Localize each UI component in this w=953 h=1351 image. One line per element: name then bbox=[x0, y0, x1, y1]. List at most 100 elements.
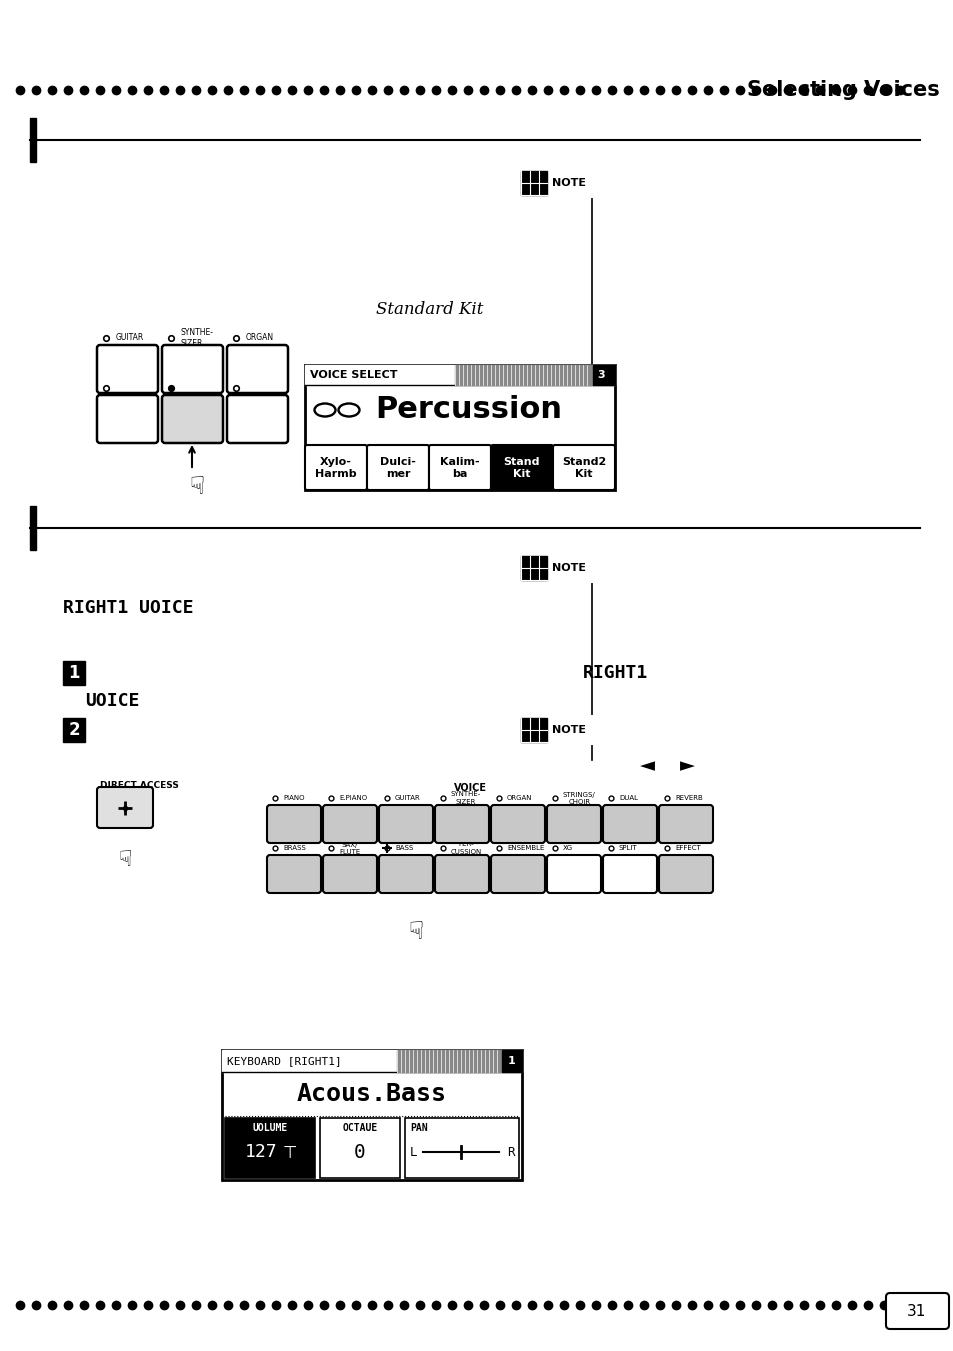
Text: VOICE: VOICE bbox=[171, 363, 203, 373]
Text: STRINGS/
CHOIR: STRINGS/ CHOIR bbox=[562, 792, 595, 804]
Text: VOICE SELECT: VOICE SELECT bbox=[310, 370, 397, 380]
Text: UOLUME: UOLUME bbox=[253, 1123, 287, 1133]
Text: ☟: ☟ bbox=[190, 476, 204, 499]
FancyBboxPatch shape bbox=[378, 855, 433, 893]
Text: NOTE: NOTE bbox=[552, 725, 585, 735]
FancyBboxPatch shape bbox=[162, 345, 223, 393]
Text: BRASS: BRASS bbox=[283, 844, 305, 851]
Bar bbox=[519, 169, 592, 197]
Text: ENSEMBLE: ENSEMBLE bbox=[506, 844, 544, 851]
Ellipse shape bbox=[337, 403, 359, 417]
FancyBboxPatch shape bbox=[435, 805, 489, 843]
FancyBboxPatch shape bbox=[435, 855, 489, 893]
Ellipse shape bbox=[338, 404, 358, 416]
Bar bbox=[520, 557, 546, 580]
Text: Dulci-
mer: Dulci- mer bbox=[379, 457, 416, 478]
Bar bbox=[593, 365, 615, 385]
FancyBboxPatch shape bbox=[97, 788, 152, 828]
Ellipse shape bbox=[314, 404, 335, 416]
Text: ☟: ☟ bbox=[408, 920, 423, 944]
FancyBboxPatch shape bbox=[553, 444, 615, 490]
Text: NOTE: NOTE bbox=[552, 178, 585, 188]
Text: BASS: BASS bbox=[395, 844, 413, 851]
Text: RIGHT1: RIGHT1 bbox=[582, 663, 648, 682]
Text: R: R bbox=[506, 1146, 514, 1159]
FancyBboxPatch shape bbox=[323, 805, 376, 843]
Text: L: L bbox=[410, 1146, 417, 1159]
FancyBboxPatch shape bbox=[659, 805, 712, 843]
FancyBboxPatch shape bbox=[97, 345, 158, 393]
FancyBboxPatch shape bbox=[267, 855, 320, 893]
FancyBboxPatch shape bbox=[267, 805, 320, 843]
FancyBboxPatch shape bbox=[546, 805, 600, 843]
Text: ⊤: ⊤ bbox=[282, 1143, 297, 1161]
Text: 0: 0 bbox=[354, 1143, 366, 1162]
Text: DUAL: DUAL bbox=[618, 794, 638, 801]
Text: BASS: BASS bbox=[116, 384, 135, 393]
FancyBboxPatch shape bbox=[659, 855, 712, 893]
Bar bbox=[63, 661, 85, 685]
Text: SYNTHE-
SIZER: SYNTHE- SIZER bbox=[181, 328, 213, 347]
Text: PER-
CUSSION: PER- CUSSION bbox=[181, 378, 214, 397]
Bar bbox=[30, 118, 36, 162]
Bar bbox=[520, 717, 546, 742]
Bar bbox=[319, 1119, 399, 1178]
Text: Stand
Kit: Stand Kit bbox=[503, 457, 539, 478]
Bar bbox=[225, 1119, 314, 1178]
FancyBboxPatch shape bbox=[546, 855, 600, 893]
Text: UOICE: UOICE bbox=[85, 692, 139, 711]
Text: Percussion: Percussion bbox=[375, 396, 561, 424]
Bar bbox=[63, 717, 85, 742]
Text: GUITAR: GUITAR bbox=[116, 334, 144, 343]
FancyBboxPatch shape bbox=[367, 444, 429, 490]
Bar bbox=[30, 507, 36, 550]
FancyBboxPatch shape bbox=[602, 855, 657, 893]
Bar bbox=[455, 365, 593, 385]
Text: ☟: ☟ bbox=[118, 850, 132, 870]
Text: Xylo-
Harmb: Xylo- Harmb bbox=[314, 457, 356, 478]
Text: REVERB: REVERB bbox=[675, 794, 702, 801]
FancyBboxPatch shape bbox=[491, 805, 544, 843]
Bar bbox=[405, 1119, 518, 1178]
FancyBboxPatch shape bbox=[429, 444, 491, 490]
Text: ◄: ◄ bbox=[639, 757, 655, 775]
Bar bbox=[222, 1050, 521, 1071]
Text: E.PIANO: E.PIANO bbox=[338, 794, 367, 801]
FancyBboxPatch shape bbox=[305, 444, 367, 490]
Text: XG: XG bbox=[562, 844, 573, 851]
Text: Standard Kit: Standard Kit bbox=[375, 301, 483, 319]
Text: PIANO: PIANO bbox=[283, 794, 304, 801]
Text: 3: 3 bbox=[597, 370, 604, 380]
Text: EFFECT: EFFECT bbox=[675, 844, 700, 851]
Bar bbox=[222, 1050, 521, 1179]
Bar bbox=[501, 1050, 521, 1071]
FancyBboxPatch shape bbox=[491, 444, 553, 490]
FancyBboxPatch shape bbox=[885, 1293, 948, 1329]
Text: KEYBOARD [RIGHT1]: KEYBOARD [RIGHT1] bbox=[227, 1056, 341, 1066]
FancyBboxPatch shape bbox=[491, 855, 544, 893]
Text: GUITAR: GUITAR bbox=[395, 794, 420, 801]
Text: SYNTHE-
SIZER: SYNTHE- SIZER bbox=[451, 792, 480, 804]
FancyBboxPatch shape bbox=[378, 805, 433, 843]
FancyBboxPatch shape bbox=[602, 805, 657, 843]
Text: Acous.Bass: Acous.Bass bbox=[296, 1082, 447, 1106]
FancyBboxPatch shape bbox=[323, 855, 376, 893]
Text: ENSEMBLE: ENSEMBLE bbox=[246, 384, 287, 393]
Text: Kalim-
ba: Kalim- ba bbox=[439, 457, 479, 478]
Bar bbox=[305, 365, 615, 385]
Text: RIGHT1 UOICE: RIGHT1 UOICE bbox=[63, 598, 193, 617]
Text: ORGAN: ORGAN bbox=[506, 794, 532, 801]
Bar bbox=[519, 716, 592, 744]
Text: NOTE: NOTE bbox=[552, 563, 585, 573]
Text: 127: 127 bbox=[245, 1143, 277, 1161]
Bar bbox=[305, 365, 615, 490]
Bar bbox=[520, 172, 546, 195]
Text: Stand2
Kit: Stand2 Kit bbox=[561, 457, 605, 478]
FancyBboxPatch shape bbox=[162, 394, 223, 443]
Text: 2: 2 bbox=[68, 721, 80, 739]
FancyBboxPatch shape bbox=[227, 345, 288, 393]
Text: 1: 1 bbox=[508, 1056, 516, 1066]
Text: ORGAN: ORGAN bbox=[246, 334, 274, 343]
Text: 1: 1 bbox=[69, 663, 80, 682]
Text: SAX/
FLUTE: SAX/ FLUTE bbox=[338, 842, 360, 854]
